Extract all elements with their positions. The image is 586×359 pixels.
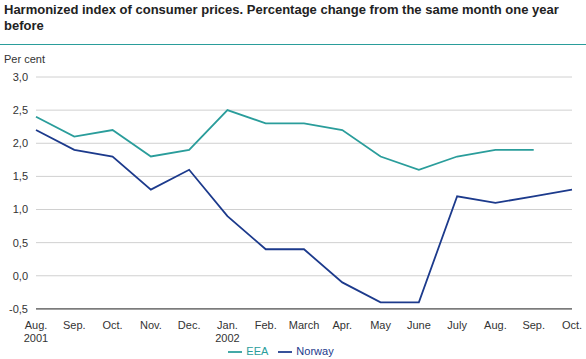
html-text:EEA: EEA	[246, 344, 269, 357]
svg-text:Sep.: Sep.	[522, 319, 545, 331]
svg-text:Dec.: Dec.	[178, 319, 201, 331]
html-text:Norway: Norway	[296, 344, 334, 357]
svg-text:-0,5: -0,5	[9, 303, 28, 315]
svg-text:Jan.2002: Jan.2002	[215, 319, 239, 344]
svg-text:Feb.: Feb.	[255, 319, 277, 331]
svg-text:2,5: 2,5	[13, 104, 28, 116]
svg-text:Sep.: Sep.	[63, 319, 86, 331]
svg-text:May: May	[370, 319, 391, 331]
svg-text:0,5: 0,5	[13, 237, 28, 249]
svg-text:2,0: 2,0	[13, 137, 28, 149]
html-text:Per cent: Per cent	[4, 53, 45, 65]
svg-text:1,0: 1,0	[13, 203, 28, 215]
svg-text:June: June	[407, 319, 431, 331]
svg-text:Nov.: Nov.	[140, 319, 162, 331]
svg-text:0,0: 0,0	[13, 270, 28, 282]
svg-text:Aug.: Aug.	[484, 319, 507, 331]
svg-text:Aug.2001: Aug.2001	[24, 319, 48, 344]
svg-text:3,0: 3,0	[13, 71, 28, 83]
svg-text:March: March	[289, 319, 320, 331]
svg-text:July: July	[447, 319, 467, 331]
svg-text:1,5: 1,5	[13, 170, 28, 182]
svg-text:Apr.: Apr.	[332, 319, 352, 331]
svg-text:Oct.: Oct.	[102, 319, 122, 331]
svg-text:Oct.: Oct.	[562, 319, 578, 331]
html-text:Harmonized index of consumer p: Harmonized index of consumer prices. Per…	[4, 2, 559, 33]
